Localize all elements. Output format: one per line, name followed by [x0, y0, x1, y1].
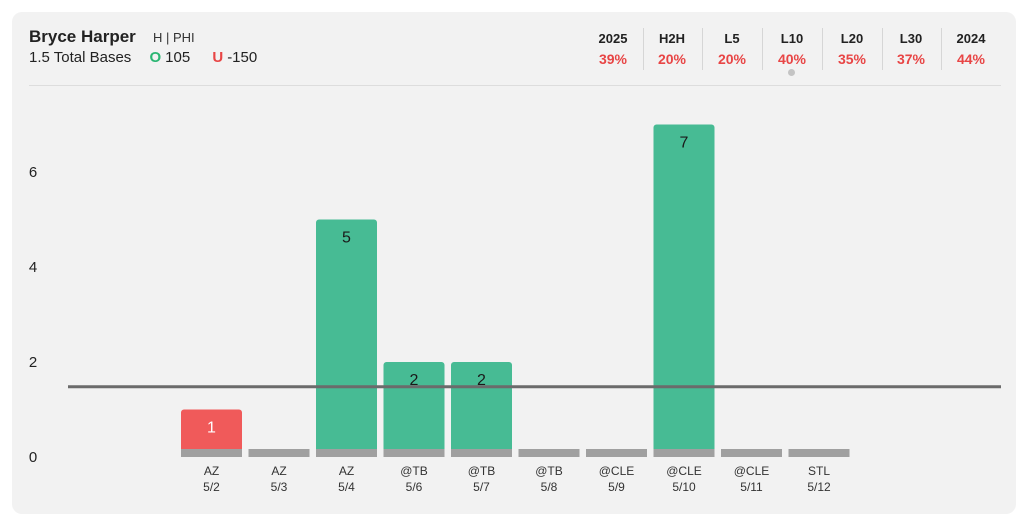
- stat-tab-label: L20: [840, 31, 864, 46]
- bar-value-label: 5: [342, 230, 351, 247]
- stat-tab-l30[interactable]: L30 37%: [882, 22, 940, 70]
- x-tick-date: 5/6: [406, 480, 423, 494]
- x-tick-opponent: @CLE: [666, 464, 702, 478]
- x-tick-date: 5/8: [541, 480, 558, 494]
- over-odds[interactable]: 105: [165, 49, 191, 66]
- stat-tab-value: 20%: [657, 51, 687, 67]
- x-tick-date: 5/2: [203, 480, 220, 494]
- y-tick-label: 2: [29, 354, 37, 371]
- stat-tab-divider: [882, 28, 883, 70]
- bar-base: [451, 449, 512, 457]
- bar-base: [721, 449, 782, 457]
- stat-tab-divider: [643, 28, 644, 70]
- stat-tab-divider: [702, 28, 703, 70]
- bar-value-label: 2: [477, 372, 486, 389]
- header-divider: [29, 85, 1001, 86]
- x-tick-opponent: AZ: [339, 464, 354, 478]
- x-tick-opponent: @TB: [468, 464, 496, 478]
- stat-tab-label: H2H: [658, 31, 685, 46]
- stat-tab-l10[interactable]: L10 40%: [763, 22, 821, 70]
- x-tick-date: 5/12: [807, 480, 831, 494]
- x-tick-opponent: AZ: [204, 464, 219, 478]
- stat-tab-label: L30: [899, 31, 923, 46]
- bar[interactable]: [316, 219, 377, 458]
- x-tick-date: 5/4: [338, 480, 355, 494]
- x-tick-date: 5/11: [740, 480, 763, 494]
- x-tick-opponent: @CLE: [599, 464, 635, 478]
- bar-base: [316, 449, 377, 457]
- stat-tab-value: 20%: [717, 51, 747, 67]
- stat-tab-divider: [762, 28, 763, 70]
- stat-tab-l20[interactable]: L20 35%: [823, 22, 881, 70]
- prop-card: [12, 12, 1016, 514]
- bar[interactable]: [653, 124, 715, 458]
- stat-tab-l5[interactable]: L5 20%: [703, 22, 761, 70]
- bar-base: [383, 449, 445, 457]
- under-odds[interactable]: -150: [227, 49, 258, 66]
- player-name: Bryce Harper: [29, 27, 136, 46]
- x-tick-opponent: AZ: [271, 464, 286, 478]
- bar[interactable]: [181, 409, 242, 458]
- bar-base: [518, 449, 580, 457]
- stat-tab-divider: [941, 28, 942, 70]
- stat-tab-label: L5: [724, 31, 740, 46]
- stat-tab-value: 40%: [777, 51, 807, 67]
- bar-base: [788, 449, 850, 457]
- stat-tab-divider: [822, 28, 823, 70]
- x-tick-date: 5/7: [473, 480, 490, 494]
- under-symbol[interactable]: U: [212, 49, 224, 66]
- stat-tab-label: 2024: [956, 31, 986, 46]
- market-line: 1.5 Total Bases O 105 U -150: [29, 49, 257, 66]
- x-tick-date: 5/3: [271, 480, 288, 494]
- stat-tab-label: L10: [780, 31, 804, 46]
- bar-base: [248, 449, 310, 457]
- y-tick-label: 0: [29, 449, 37, 466]
- stat-tab-2024[interactable]: 2024 44%: [942, 22, 1000, 70]
- selected-tab-indicator: [788, 69, 795, 76]
- y-tick-label: 6: [29, 164, 37, 181]
- stat-tab-value: 44%: [956, 51, 986, 67]
- bar-base: [653, 449, 715, 457]
- stat-tab-value: 37%: [896, 51, 926, 67]
- x-tick-opponent: @CLE: [734, 464, 770, 478]
- over-symbol[interactable]: O: [149, 49, 162, 66]
- x-tick-date: 5/9: [608, 480, 625, 494]
- bar-value-label: 1: [207, 420, 216, 437]
- x-tick-opponent: @TB: [400, 464, 428, 478]
- y-tick-label: 4: [29, 259, 37, 276]
- market-name: 1.5 Total Bases: [29, 49, 132, 66]
- stat-tab-2025[interactable]: 2025 39%: [584, 22, 642, 70]
- bar-value-label: 2: [410, 372, 419, 389]
- stat-tab-label: 2025: [598, 31, 628, 46]
- bar-value-label: 7: [680, 135, 689, 152]
- x-tick-opponent: @TB: [535, 464, 563, 478]
- stat-tab-value: 35%: [837, 51, 867, 67]
- x-tick-date: 5/10: [672, 480, 696, 494]
- x-tick-opponent: STL: [808, 464, 830, 478]
- bar-base: [181, 449, 242, 457]
- stat-tab-value: 39%: [598, 51, 628, 67]
- player-team: H | PHI: [153, 30, 195, 45]
- bar-base: [586, 449, 647, 457]
- stat-tab-h2h[interactable]: H2H 20%: [643, 22, 701, 70]
